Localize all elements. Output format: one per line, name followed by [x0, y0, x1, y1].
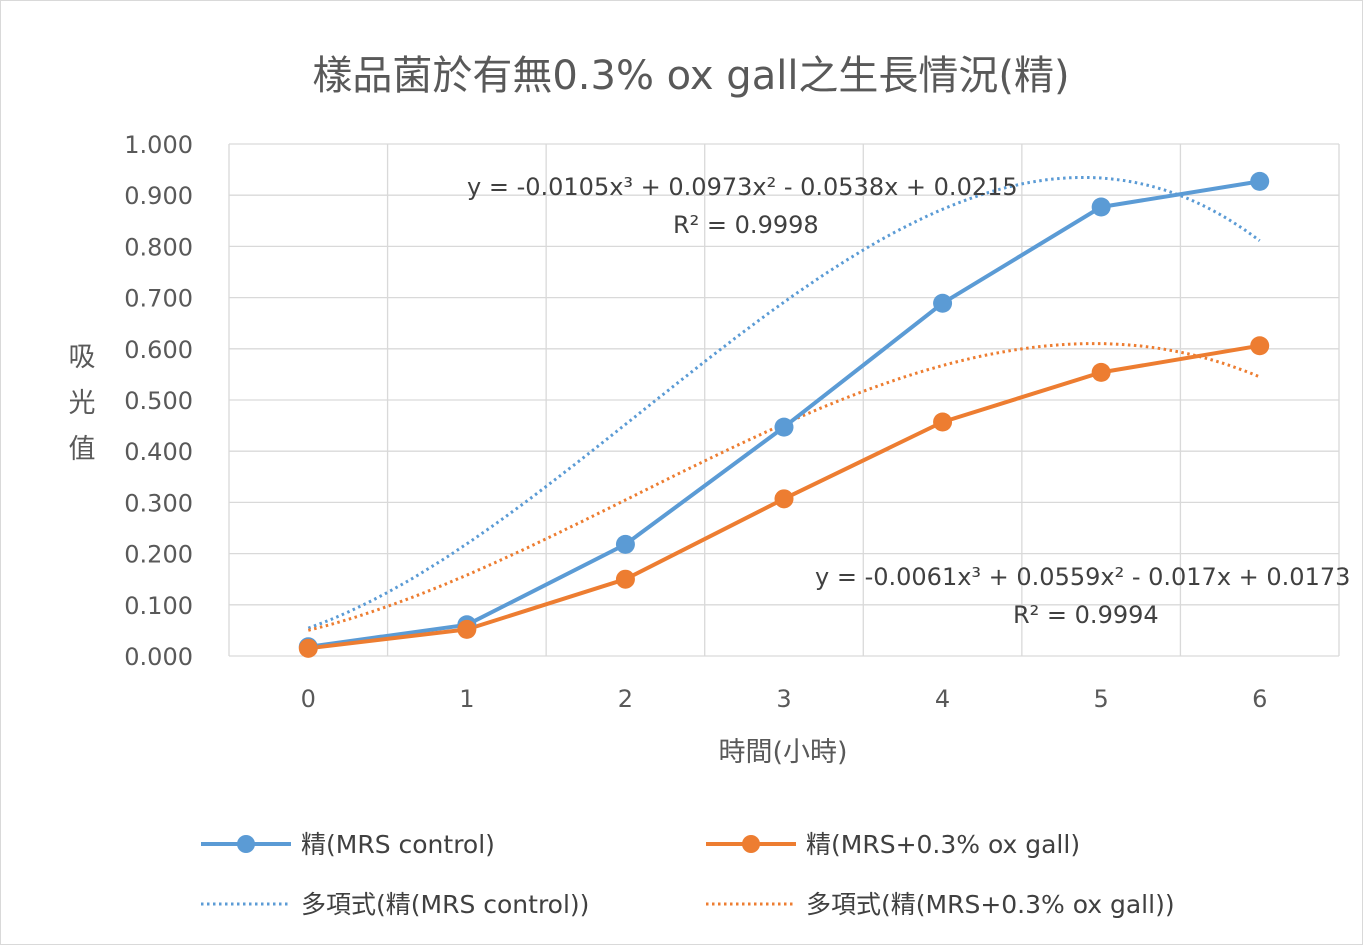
- data-point-series-0: [774, 417, 794, 437]
- data-point-series-1: [933, 412, 953, 432]
- y-tick-label: 0.900: [124, 182, 193, 210]
- trendline-curve: [307, 342, 1261, 632]
- y-tick-label: 0.100: [124, 592, 193, 620]
- y-tick-label: 0.600: [124, 336, 193, 364]
- trendline-curve: [307, 176, 1261, 630]
- trendline-equation-control: y = -0.0105x³ + 0.0973x² - 0.0538x + 0.0…: [467, 173, 1018, 201]
- legend-item-control: 精(MRS control): [201, 830, 495, 859]
- data-points: [298, 171, 1270, 658]
- y-tick-label: 0.800: [124, 233, 193, 261]
- x-tick-label: 2: [618, 685, 633, 713]
- x-tick-label: 1: [459, 685, 474, 713]
- data-point-series-1: [615, 569, 635, 589]
- legend-item-oxgall: 精(MRS+0.3% ox gall): [706, 830, 1080, 859]
- data-point-series-1: [1250, 336, 1270, 356]
- data-point-series-1: [1091, 362, 1111, 382]
- data-point-series-1: [774, 489, 794, 509]
- gridlines: [228, 143, 1340, 657]
- trendlines: [307, 176, 1261, 632]
- y-axis-title: 吸光值: [69, 342, 96, 465]
- data-point-series-0: [1091, 197, 1111, 217]
- y-tick-label: 0.400: [124, 438, 193, 466]
- y-tick-label: 0.200: [124, 541, 193, 569]
- y-tick-label: 0.500: [124, 387, 193, 415]
- x-tick-label: 3: [776, 685, 791, 713]
- data-point-series-1: [457, 619, 477, 639]
- legend-label-oxgall: 精(MRS+0.3% ox gall): [806, 830, 1080, 859]
- x-tick-label: 4: [935, 685, 950, 713]
- y-tick-label: 1.000: [124, 131, 193, 159]
- y-tick-label: 0.300: [124, 489, 193, 517]
- legend: 精(MRS control) 精(MRS+0.3% ox gall) 多項式(精…: [201, 830, 1175, 919]
- x-axis-title: 時間(小時): [718, 737, 847, 768]
- x-tick-label: 6: [1252, 685, 1267, 713]
- legend-item-control-trend: 多項式(精(MRS control)): [201, 890, 589, 919]
- data-point-series-1: [298, 638, 318, 658]
- y-tick-label: 0.700: [124, 285, 193, 313]
- data-point-series-0: [615, 534, 635, 554]
- y-axis-tick-labels: 0.000 0.100 0.200 0.300 0.400 0.500 0.600 0.700…: [124, 131, 193, 671]
- x-tick-label: 5: [1094, 685, 1109, 713]
- trendline-equation-oxgall: y = -0.0061x³ + 0.0559x² - 0.017x + 0.01…: [815, 563, 1350, 591]
- trendline-r2-control: R² = 0.9998: [673, 211, 819, 239]
- data-point-series-0: [933, 293, 953, 313]
- data-point-series-0: [1250, 171, 1270, 191]
- trendline-r2-oxgall: R² = 0.9994: [1013, 601, 1159, 629]
- chart-title: 樣品菌於有無0.3% ox gall之生長情況(精): [312, 53, 1069, 99]
- y-tick-label: 0.000: [124, 643, 193, 671]
- legend-label-control: 精(MRS control): [301, 830, 495, 859]
- legend-marker-oxgall: [742, 835, 760, 853]
- legend-label-control-trend: 多項式(精(MRS control)): [301, 890, 589, 919]
- x-tick-label: 0: [301, 685, 316, 713]
- legend-item-oxgall-trend: 多項式(精(MRS+0.3% ox gall)): [706, 890, 1175, 919]
- x-axis-tick-labels: 0 1 2 3 4 5 6: [301, 685, 1268, 713]
- legend-marker-control: [237, 835, 255, 853]
- legend-label-oxgall-trend: 多項式(精(MRS+0.3% ox gall)): [806, 890, 1175, 919]
